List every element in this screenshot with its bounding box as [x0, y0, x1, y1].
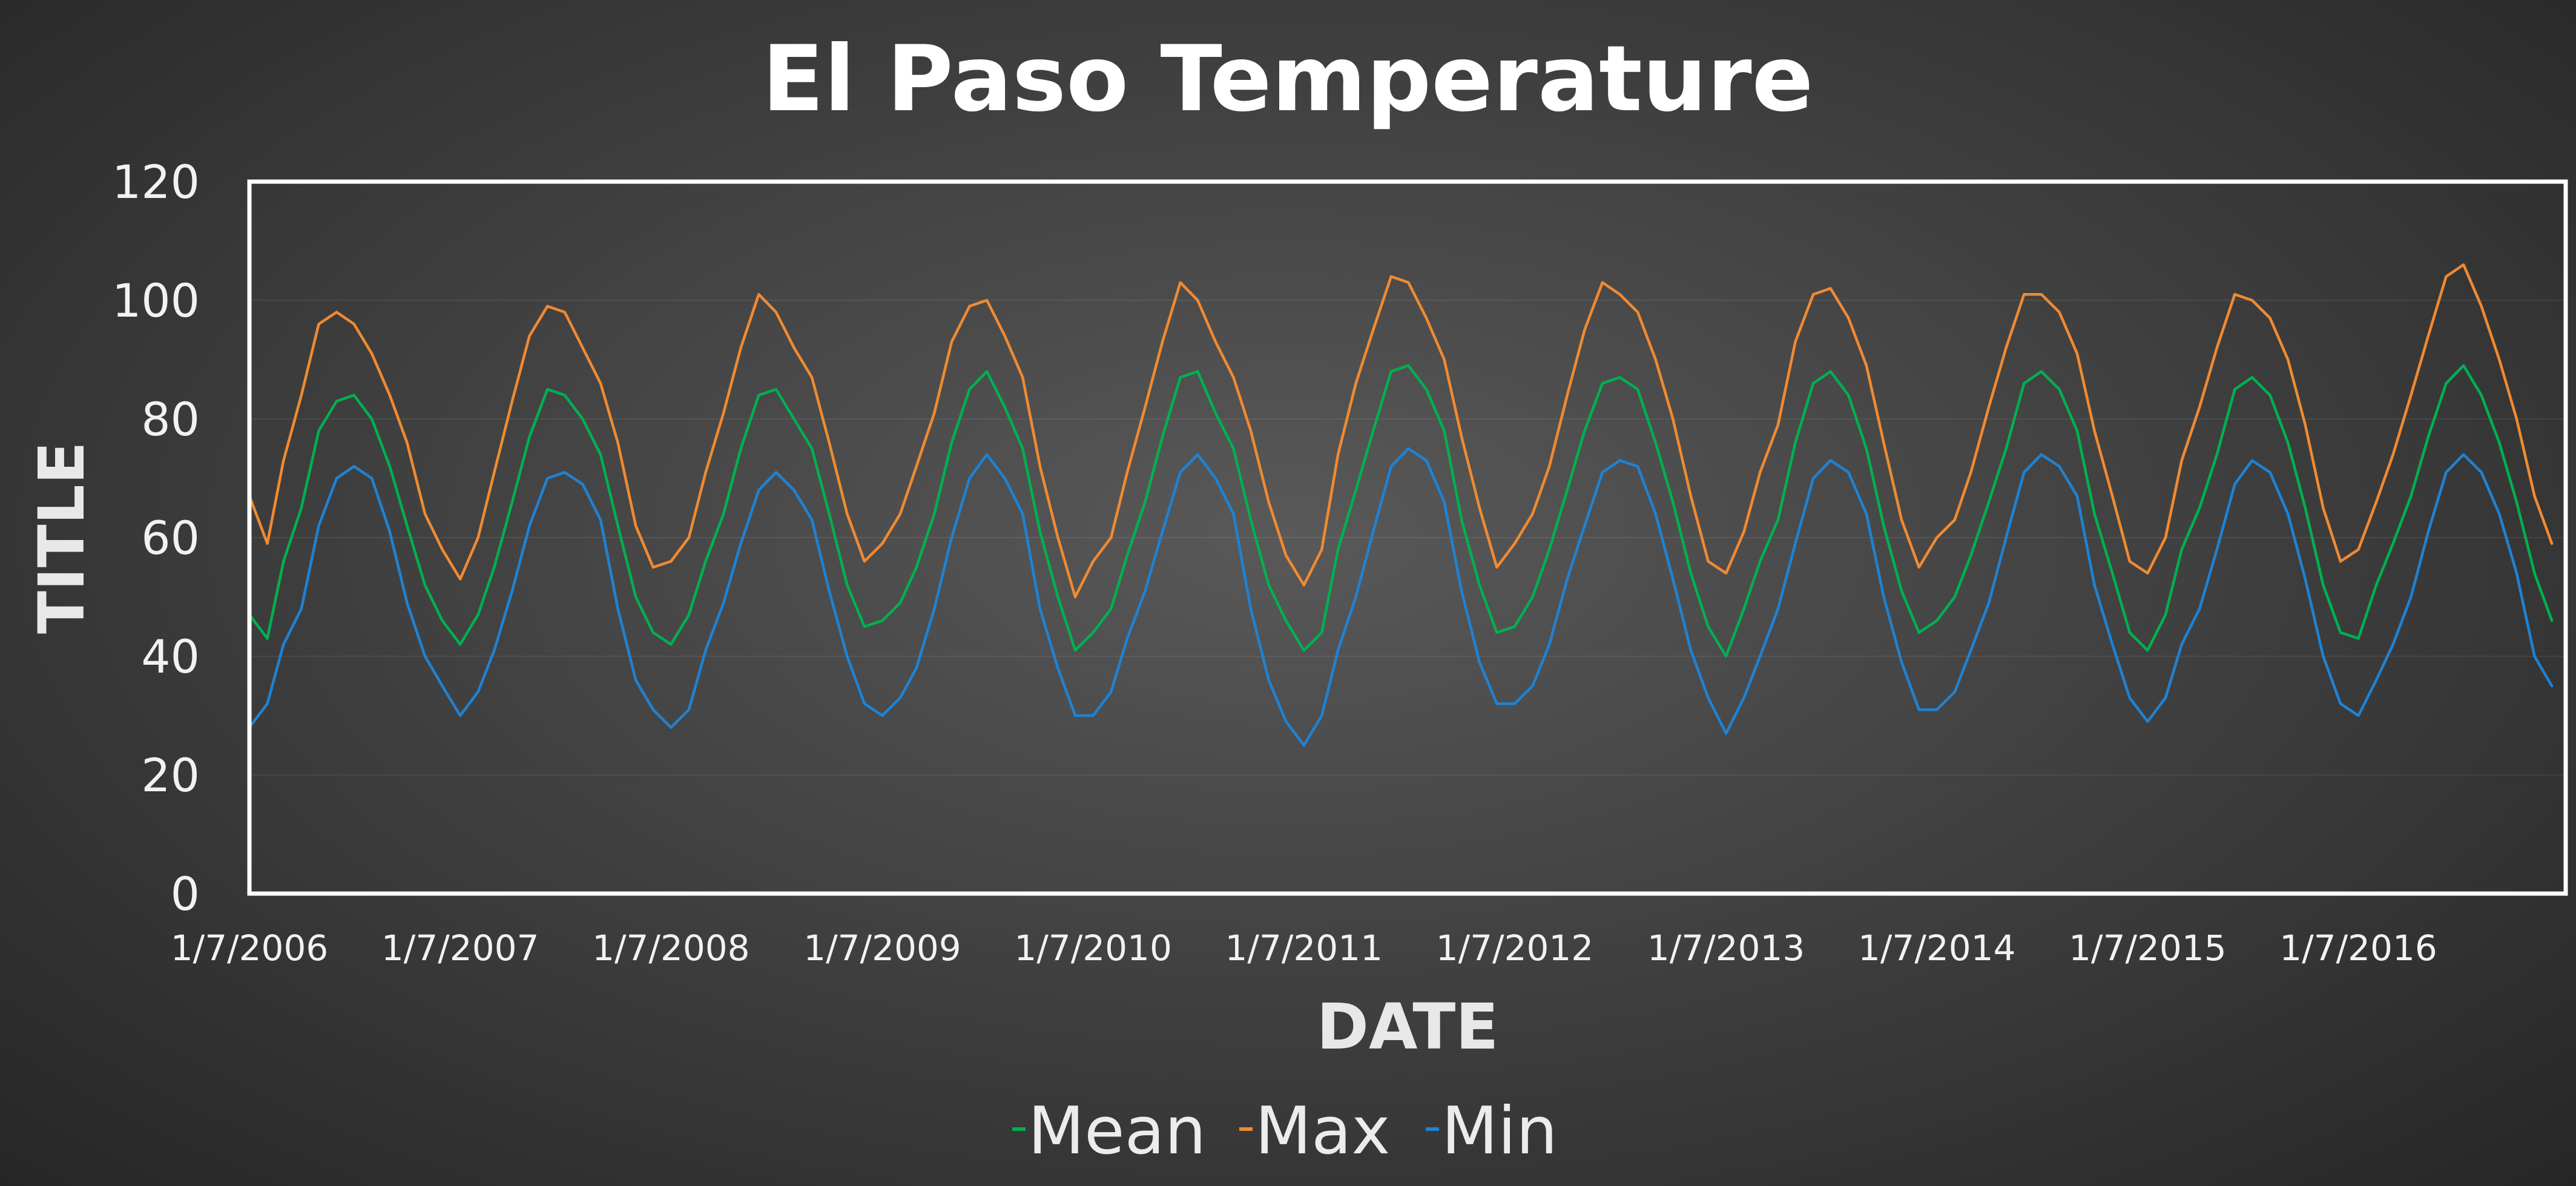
- y-tick-label: 20: [141, 748, 200, 802]
- y-tick-label: 60: [141, 511, 200, 565]
- y-tick-label: 0: [171, 867, 200, 921]
- y-axis-ticks: 0 20 40 60 80 100 120: [112, 155, 200, 921]
- series-line-max: [248, 263, 2554, 599]
- legend-label-mean: Mean: [1028, 1093, 1206, 1169]
- x-tick-label: 1/7/2008: [592, 927, 750, 969]
- legend-label-max: Max: [1255, 1093, 1390, 1169]
- x-axis-title: DATE: [1317, 990, 1499, 1064]
- x-tick-label: 1/7/2013: [1647, 927, 1805, 969]
- x-axis-ticks: 1/7/2006 1/7/2007 1/7/2008 1/7/2009 1/7/2010…: [171, 927, 2437, 969]
- y-tick-label: 80: [141, 392, 200, 446]
- y-tick-label: 100: [112, 274, 200, 328]
- x-tick-label: 1/7/2012: [1436, 927, 1594, 969]
- legend-label-min: Min: [1441, 1093, 1558, 1169]
- series-line-mean: [248, 364, 2554, 658]
- x-tick-label: 1/7/2011: [1225, 927, 1383, 969]
- x-tick-label: 1/7/2014: [1858, 927, 2016, 969]
- series-line-min: [248, 447, 2554, 747]
- x-tick-label: 1/7/2009: [803, 927, 961, 969]
- legend: Mean Max Min: [1012, 1093, 1558, 1169]
- x-tick-label: 1/7/2006: [171, 927, 329, 969]
- y-tick-label: 40: [141, 630, 200, 684]
- y-axis-title: TITLE: [25, 441, 99, 634]
- gridlines: [249, 300, 2566, 776]
- x-tick-label: 1/7/2015: [2069, 927, 2227, 969]
- chart-title: El Paso Temperature: [762, 27, 1814, 132]
- x-tick-label: 1/7/2016: [2279, 927, 2437, 969]
- plot-area: [247, 179, 2568, 896]
- x-tick-label: 1/7/2007: [381, 927, 539, 969]
- y-tick-label: 120: [112, 155, 200, 209]
- x-tick-label: 1/7/2010: [1014, 927, 1172, 969]
- series-lines: [248, 263, 2554, 747]
